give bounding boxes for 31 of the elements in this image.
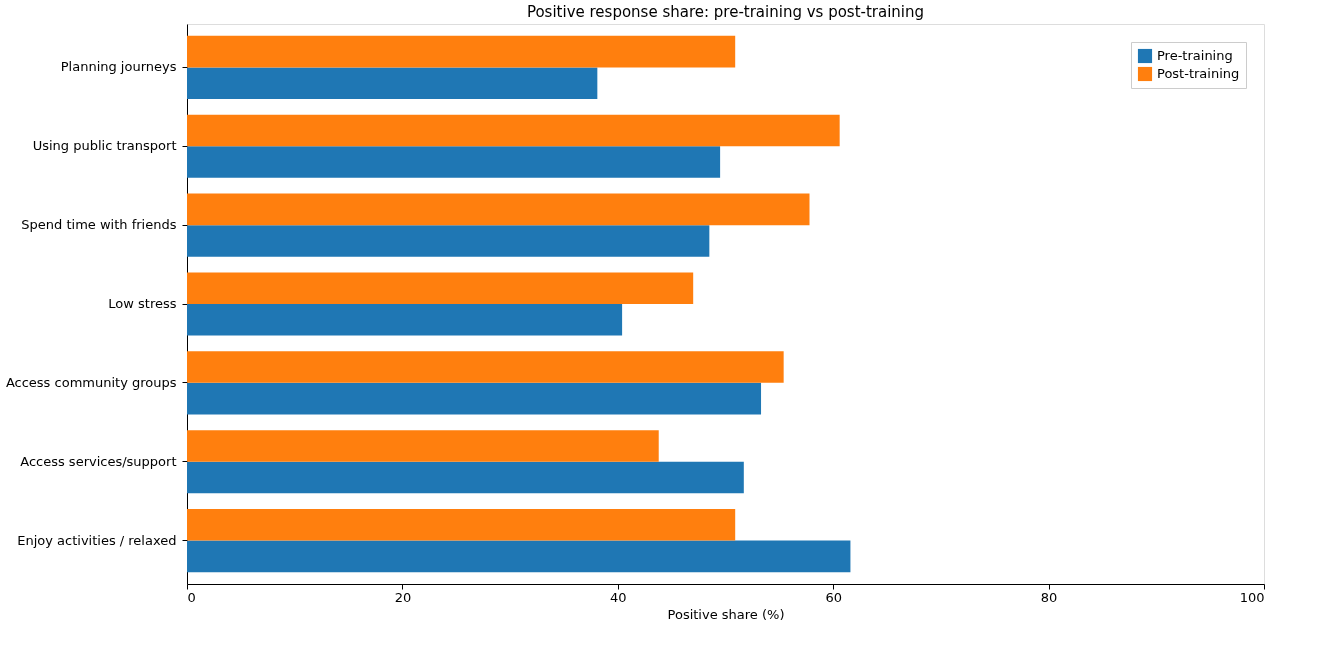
- bar: [187, 509, 736, 541]
- bar: [187, 304, 623, 336]
- y-tick-label: Access services/support: [20, 453, 177, 469]
- x-axis-title: Positive share (%): [667, 606, 785, 622]
- x-tick-label: 20: [394, 589, 412, 605]
- bar: [187, 193, 810, 226]
- y-tick-label: Spend time with friends: [21, 217, 177, 233]
- x-tick-label: 60: [825, 589, 842, 605]
- y-tick-label: Planning journeys: [60, 59, 177, 75]
- bar: [187, 272, 694, 304]
- chart-title: Positive response share: pre-training vs post-training: [526, 3, 925, 21]
- y-tick-label: Access community groups: [5, 374, 177, 390]
- y-tick-label: Using public transport: [32, 138, 177, 154]
- bar: [187, 430, 659, 462]
- bar: [187, 114, 840, 147]
- x-tick-label: 0: [187, 589, 196, 605]
- bar: [187, 382, 762, 415]
- legend-label: Pre-training: [1157, 48, 1233, 63]
- bar: [187, 461, 744, 494]
- x-tick-label: 40: [610, 589, 627, 605]
- bar: [187, 35, 736, 68]
- bar: [187, 351, 784, 383]
- bar: [187, 225, 710, 257]
- y-tick-label: Enjoy activities / relaxed: [17, 532, 177, 548]
- x-tick-label: 100: [1239, 589, 1265, 605]
- bar: [187, 540, 851, 573]
- y-tick-label: Low stress: [108, 296, 177, 311]
- x-tick-label: 80: [1040, 589, 1058, 605]
- bar: [187, 67, 598, 99]
- bar: [187, 146, 721, 178]
- legend-label: Post-training: [1157, 66, 1240, 81]
